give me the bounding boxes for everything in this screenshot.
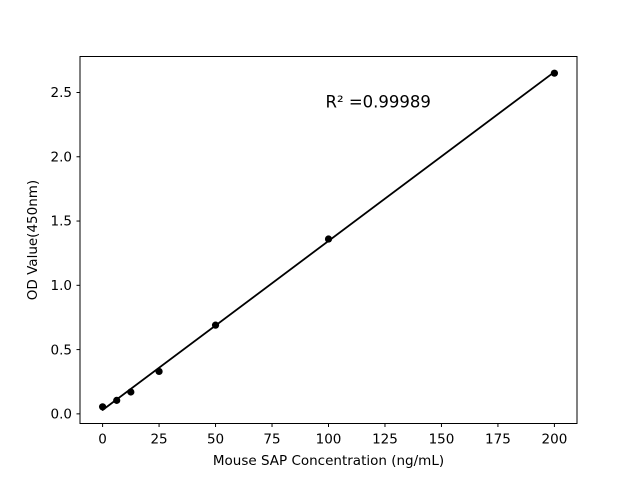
x-tick-label: 200 — [542, 432, 568, 448]
y-tick-label: 2.5 — [51, 85, 72, 101]
data-point — [324, 235, 333, 243]
data-point — [550, 69, 559, 77]
y-axis-label: OD Value(450nm) — [25, 180, 41, 300]
data-point — [113, 396, 121, 404]
x-tick-label: 100 — [316, 432, 342, 448]
x-tick-label: 0 — [98, 432, 107, 448]
x-axis-label: Mouse SAP Concentration (ng/mL) — [213, 453, 444, 469]
data-point — [127, 388, 135, 396]
y-tick-label: 1.5 — [51, 214, 72, 230]
x-tick-label: 125 — [372, 432, 398, 448]
x-tick-label: 75 — [263, 432, 280, 448]
y-tick-label: 0.5 — [51, 342, 72, 358]
y-tick-label: 1.0 — [51, 278, 72, 294]
data-point — [98, 403, 107, 411]
r-squared-annotation: R² =0.99989 — [326, 92, 431, 111]
x-tick-label: 175 — [485, 432, 511, 448]
data-point — [211, 321, 220, 329]
x-tick-label: 150 — [429, 432, 455, 448]
data-point — [155, 367, 163, 376]
x-tick-label: 50 — [207, 432, 224, 448]
y-tick-label: 0.0 — [51, 407, 72, 423]
y-tick-label: 2.0 — [51, 149, 72, 165]
x-tick-label: 25 — [150, 432, 167, 448]
